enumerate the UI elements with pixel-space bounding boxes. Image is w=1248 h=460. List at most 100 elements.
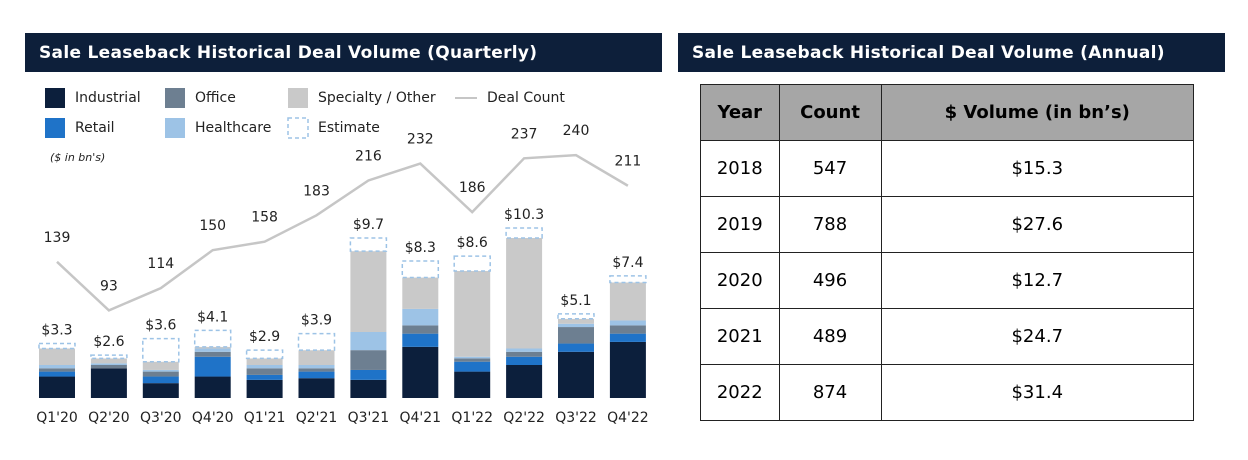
x-tick-label: Q4'20 — [192, 410, 234, 426]
deal-count-label: 232 — [407, 132, 434, 148]
bar-segment — [298, 365, 335, 369]
table-cell: $12.7 — [880, 252, 1195, 309]
bar-segment — [298, 371, 335, 379]
deal-count-label: 93 — [100, 278, 118, 294]
bar-segment — [402, 325, 439, 334]
table-cell: $27.6 — [880, 196, 1195, 253]
deal-count-label: 216 — [355, 148, 382, 164]
bar-segment — [506, 365, 543, 398]
table-cell: 2020 — [700, 252, 780, 309]
deal-count-label: 150 — [199, 218, 226, 234]
bar-segment — [39, 365, 75, 369]
bar-segment — [558, 327, 594, 344]
table-cell: 2022 — [700, 364, 780, 421]
estimate-bar — [349, 237, 388, 252]
estimate-bar — [453, 255, 491, 272]
bar-segment — [194, 348, 231, 352]
bar-segment — [454, 371, 491, 398]
table-cell: 547 — [778, 140, 882, 197]
bar-segment — [298, 378, 335, 398]
bar-segment — [402, 308, 439, 326]
estimate-bar — [609, 275, 647, 284]
legend-label: Healthcare — [195, 120, 271, 136]
x-tick-label: Q2'22 — [503, 410, 545, 426]
total-label: $4.1 — [197, 309, 228, 325]
chart-title: Sale Leaseback Historical Deal Volume (Q… — [25, 33, 662, 72]
estimate-bar — [557, 313, 595, 320]
x-tick-label: Q2'21 — [296, 410, 338, 426]
bar-segment — [350, 251, 387, 332]
deal-count-label: 114 — [147, 256, 174, 272]
bar-segment — [142, 383, 179, 398]
legend-label: Specialty / Other — [318, 90, 436, 106]
bar-segment — [454, 270, 491, 357]
total-label: $3.9 — [301, 313, 332, 329]
bar-segment — [609, 333, 646, 342]
total-label: $2.9 — [249, 329, 280, 345]
x-tick-label: Q3'20 — [140, 410, 182, 426]
bar-segment — [246, 358, 283, 365]
deal-count-label: 183 — [303, 183, 330, 199]
chart-subtitle: ($ in bn's) — [50, 151, 105, 164]
table-title: Sale Leaseback Historical Deal Volume (A… — [678, 33, 1225, 72]
table-cell: 2021 — [700, 308, 780, 365]
total-label: $5.1 — [560, 293, 591, 309]
x-tick-label: Q3'22 — [555, 410, 597, 426]
deal-count-label: 240 — [563, 123, 590, 139]
table: Year Count $ Volume (in bn’s) 2018 547 $15.3 2… — [700, 84, 1195, 421]
estimate-bar — [38, 342, 76, 350]
deal-count-label: 158 — [251, 210, 278, 226]
estimate-bar — [142, 337, 180, 363]
table-cell: 2018 — [700, 140, 780, 197]
legend-swatch — [288, 88, 308, 108]
bar-segment — [90, 363, 127, 365]
total-label: $2.6 — [93, 334, 124, 350]
bar-segment — [609, 341, 646, 398]
bar-segment — [558, 343, 594, 352]
bar-segment — [350, 350, 387, 370]
total-label: $8.3 — [405, 240, 436, 256]
total-label: $3.6 — [145, 318, 176, 334]
table-cell: 874 — [778, 364, 882, 421]
x-tick-label: Q2'20 — [88, 410, 130, 426]
bar-segment — [142, 371, 179, 377]
bar-segment — [194, 351, 231, 357]
bar-segment — [506, 356, 543, 365]
bar-segment — [558, 323, 594, 328]
column-header: $ Volume (in bn’s) — [880, 84, 1195, 141]
estimate-bar — [401, 260, 440, 279]
bar-segment — [402, 346, 439, 398]
estimate-bar — [297, 332, 336, 351]
x-tick-label: Q1'20 — [36, 410, 78, 426]
bar-segment — [506, 351, 543, 357]
table-row: 2021 489 $24.7 — [700, 308, 1195, 365]
estimate-bar — [90, 354, 128, 360]
bar-segment — [194, 346, 231, 349]
bar-segment — [558, 351, 594, 398]
deal-count-label: 211 — [615, 154, 642, 170]
table-cell: $15.3 — [880, 140, 1195, 197]
bar-segment — [506, 348, 543, 352]
table-cell: 496 — [778, 252, 882, 309]
bar-segment — [298, 368, 335, 372]
table-row: 2019 788 $27.6 — [700, 196, 1195, 253]
bar-segment — [558, 318, 594, 324]
bar-segment — [39, 371, 75, 377]
table-row: 2022 874 $31.4 — [700, 364, 1195, 421]
column-header: Count — [778, 84, 882, 141]
estimate-bar — [193, 329, 232, 348]
bar-segment — [609, 282, 646, 321]
legend-label: Retail — [75, 120, 115, 136]
legend-swatch — [45, 118, 65, 138]
bar-segment — [506, 237, 543, 349]
bar-segment — [142, 376, 179, 384]
legend-swatch — [165, 118, 185, 138]
table-row: 2020 496 $12.7 — [700, 252, 1195, 309]
table-row: 2018 547 $15.3 — [700, 140, 1195, 197]
bar-segment — [39, 348, 75, 365]
bar-segment — [402, 333, 439, 347]
column-header: Year — [700, 84, 780, 141]
bar-segment — [609, 320, 646, 326]
bar-segment — [246, 379, 283, 398]
chart: ($ in bn's) Industrial Retail Office Health… — [36, 88, 649, 426]
